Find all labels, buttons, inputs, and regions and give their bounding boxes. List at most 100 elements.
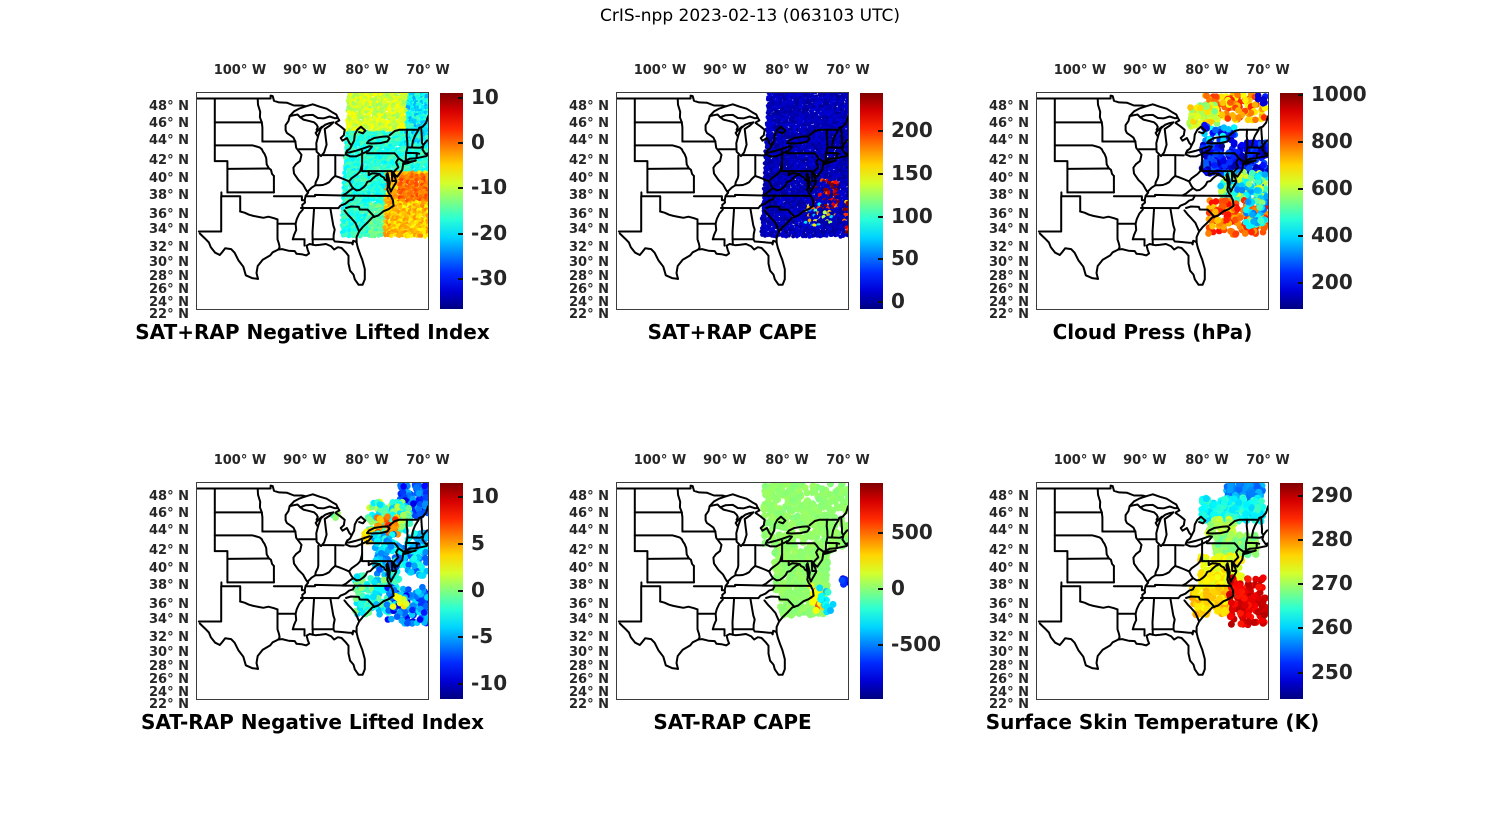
lat-tick-label: 34° N xyxy=(149,611,189,627)
lat-tick-label: 44° N xyxy=(989,523,1029,539)
lat-tick-label: 32° N xyxy=(149,239,189,255)
lat-tick-label: 22° N xyxy=(989,307,1029,323)
us-state-borders xyxy=(1037,94,1268,286)
lat-tick-label: 28° N xyxy=(989,658,1029,674)
lat-tick-label: 26° N xyxy=(569,671,609,687)
map-surface-skin-temperature-k xyxy=(1036,482,1269,700)
lat-tick-label: 32° N xyxy=(989,629,1029,645)
colorbar xyxy=(440,93,463,309)
lat-tick-label: 46° N xyxy=(989,116,1029,132)
lon-tick-label: 90° W xyxy=(703,453,747,468)
lat-tick-label: 30° N xyxy=(149,254,189,270)
lat-tick-label: 36° N xyxy=(569,596,609,612)
colorbar-tick-label: -30 xyxy=(471,266,508,291)
lon-tick-label: 80° W xyxy=(765,63,809,78)
lat-tick-label: 46° N xyxy=(149,116,189,132)
lat-tick-label: 36° N xyxy=(149,206,189,222)
colorbar-tick xyxy=(1298,495,1303,498)
colorbar-tick-label: 500 xyxy=(891,519,933,544)
panel-title: SAT+RAP Negative Lifted Index xyxy=(135,320,490,344)
colorbar-tick xyxy=(458,542,463,545)
panel-title: SAT-RAP Negative Lifted Index xyxy=(140,710,485,734)
lat-tick-label: 44° N xyxy=(149,523,189,539)
colorbar-tick-label: 0 xyxy=(471,130,485,155)
lat-tick-label: 32° N xyxy=(989,239,1029,255)
lat-tick-label: 22° N xyxy=(989,697,1029,713)
colorbar-tick-label: -500 xyxy=(891,632,942,656)
lat-tick-label: 24° N xyxy=(569,294,609,310)
satellite-data-points xyxy=(339,93,428,239)
lat-tick-label: 32° N xyxy=(569,239,609,255)
lon-tick-label: 100° W xyxy=(213,63,267,78)
colorbar-tick-label: 1000 xyxy=(1311,82,1367,107)
lat-tick-label: 26° N xyxy=(149,281,189,297)
colorbar-tick xyxy=(1298,627,1303,630)
lat-tick-label: 48° N xyxy=(989,489,1029,505)
lat-tick-label: 40° N xyxy=(569,561,609,577)
colorbar-tick xyxy=(1298,583,1303,586)
lat-tick-label: 36° N xyxy=(569,206,609,222)
lat-tick-label: 24° N xyxy=(989,294,1029,310)
colorbar-tick-label: 250 xyxy=(1311,659,1353,684)
map-cloud-press-hpa xyxy=(1036,92,1269,310)
lat-tick-label: 34° N xyxy=(569,221,609,237)
colorbar-tick xyxy=(878,531,883,534)
lat-tick-label: 40° N xyxy=(989,171,1029,187)
lon-tick-label: 70° W xyxy=(826,63,870,78)
lat-tick-label: 24° N xyxy=(149,294,189,310)
lat-tick-label: 42° N xyxy=(989,153,1029,169)
colorbar-tick-label: -5 xyxy=(471,624,494,649)
colorbar-tick xyxy=(878,587,883,590)
lat-tick-label: 30° N xyxy=(569,254,609,270)
colorbar-tick xyxy=(458,636,463,639)
lat-tick-label: 30° N xyxy=(989,644,1029,660)
lat-tick-label: 28° N xyxy=(149,268,189,284)
lon-tick-label: 80° W xyxy=(345,63,389,78)
lat-tick-label: 38° N xyxy=(569,188,609,204)
colorbar-tick xyxy=(458,589,463,592)
colorbar xyxy=(860,483,883,699)
lat-tick-label: 48° N xyxy=(149,489,189,505)
colorbar-tick-label: 280 xyxy=(1311,527,1353,552)
lat-tick-label: 30° N xyxy=(149,644,189,660)
colorbar-tick xyxy=(878,173,883,176)
us-state-borders xyxy=(1037,484,1268,676)
lat-tick-label: 38° N xyxy=(149,578,189,594)
lon-tick-label: 80° W xyxy=(765,453,809,468)
colorbar-tick-label: 10 xyxy=(471,484,499,509)
colorbar-tick xyxy=(458,96,463,99)
colorbar-tick-label: 200 xyxy=(891,118,933,143)
colorbar-tick xyxy=(1298,188,1303,191)
lat-tick-label: 34° N xyxy=(989,221,1029,237)
colorbar-tick xyxy=(458,496,463,499)
colorbar xyxy=(1280,483,1303,699)
lat-tick-label: 32° N xyxy=(149,629,189,645)
colorbar-tick xyxy=(458,187,463,190)
colorbar-tick xyxy=(458,142,463,145)
lat-tick-label: 48° N xyxy=(569,489,609,505)
colorbar-tick xyxy=(878,258,883,261)
lat-tick-label: 22° N xyxy=(149,697,189,713)
lat-tick-label: 36° N xyxy=(149,596,189,612)
colorbar-tick-label: -10 xyxy=(471,671,508,696)
lat-tick-label: 40° N xyxy=(149,171,189,187)
colorbar-tick xyxy=(1298,94,1303,97)
lat-tick-label: 42° N xyxy=(149,543,189,559)
lat-tick-label: 30° N xyxy=(569,644,609,660)
lat-tick-label: 28° N xyxy=(149,658,189,674)
lat-tick-label: 34° N xyxy=(569,611,609,627)
lon-tick-label: 90° W xyxy=(703,63,747,78)
colorbar-tick xyxy=(878,644,883,646)
colorbar-tick xyxy=(1298,282,1303,285)
us-state-borders xyxy=(617,94,848,286)
lat-tick-label: 36° N xyxy=(989,596,1029,612)
lat-tick-label: 42° N xyxy=(569,543,609,559)
colorbar-tick-label: 50 xyxy=(891,246,919,271)
lat-tick-label: 26° N xyxy=(149,671,189,687)
panel-title: Surface Skin Temperature (K) xyxy=(985,710,1320,734)
lat-tick-label: 26° N xyxy=(989,281,1029,297)
lat-tick-label: 22° N xyxy=(149,307,189,323)
lat-tick-label: 38° N xyxy=(989,578,1029,594)
colorbar-tick xyxy=(458,278,463,281)
lon-tick-label: 70° W xyxy=(826,453,870,468)
